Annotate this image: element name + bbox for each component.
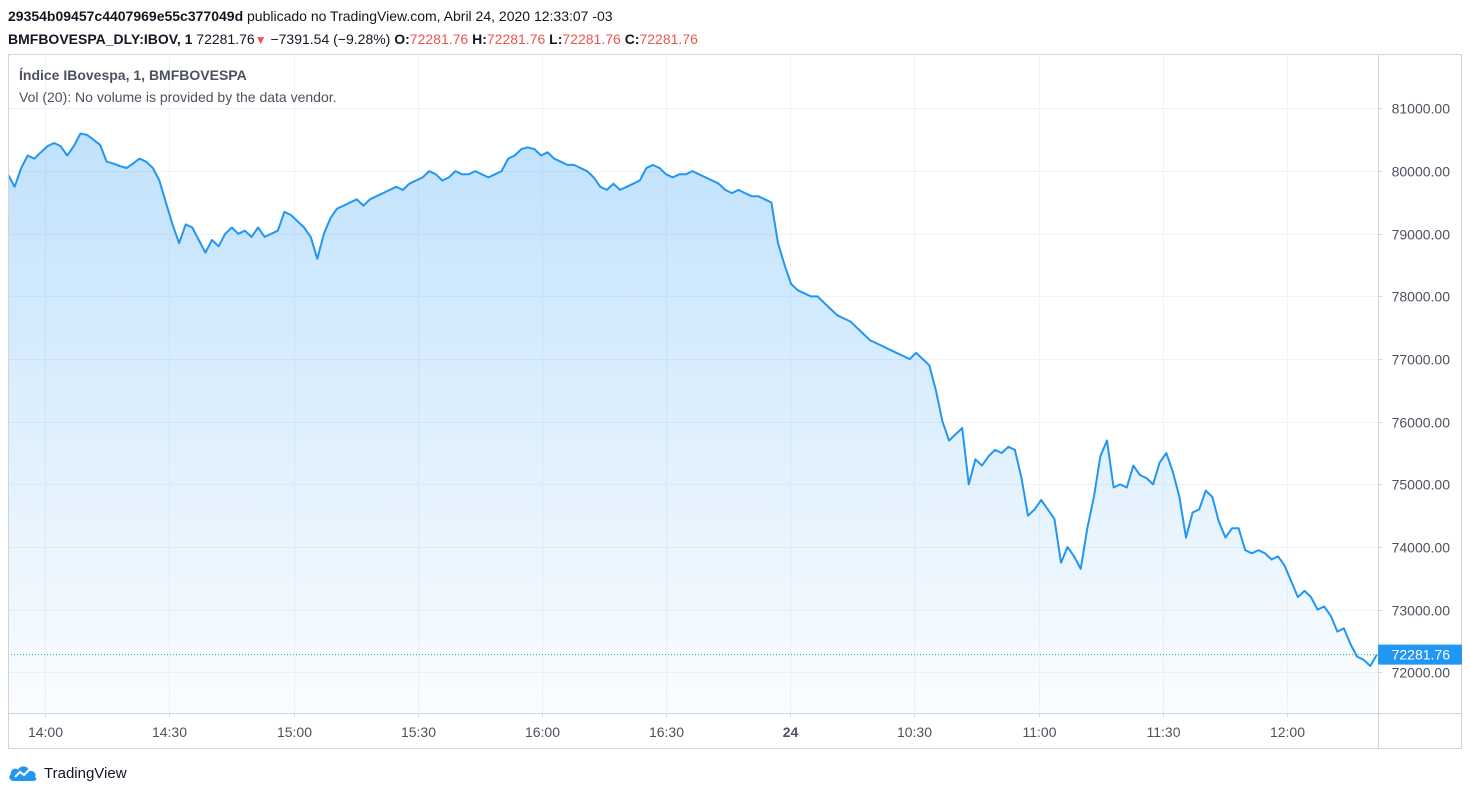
- low-label: L:: [549, 31, 563, 47]
- x-tick-label: 15:30: [401, 724, 436, 740]
- x-tick-label: 12:00: [1270, 724, 1305, 740]
- x-tick-label: 16:30: [649, 724, 684, 740]
- x-axis[interactable]: 14:00 14:30 15:00 15:30 16:00 16:30 24 10:30 11:…: [28, 713, 1305, 740]
- y-tick-label: 73000.00: [1392, 603, 1451, 619]
- axes: [8, 54, 1462, 749]
- low-value: 72281.76: [562, 31, 621, 47]
- last-price: 72281.76: [196, 31, 255, 47]
- x-tick-label: 14:30: [152, 724, 187, 740]
- chart-container[interactable]: 72000.00 73000.00 74000.00 75000.00 76000.00…: [8, 54, 1462, 749]
- y-tick-label: 81000.00: [1392, 101, 1451, 117]
- brand-name: TradingView: [44, 764, 127, 782]
- price-line: [8, 132, 1378, 667]
- high-value: 72281.76: [486, 31, 546, 47]
- symbol-line: BMFBOVESPA_DLY:IBOV, 1 72281.76▼ −7391.5…: [8, 31, 698, 47]
- y-tick-label: 79000.00: [1392, 227, 1451, 243]
- chart-legend-title: Índice IBovespa, 1, BMFBOVESPA: [19, 67, 247, 83]
- publish-id: 29354b09457c4407969e55c377049d: [8, 8, 244, 24]
- publish-text: publicado no TradingView.com, Abril 24, …: [247, 8, 613, 24]
- x-tick-label: 14:00: [28, 724, 63, 740]
- y-axis[interactable]: 72000.00 73000.00 74000.00 75000.00 76000.00…: [1378, 101, 1450, 681]
- price-area-fill: [8, 133, 1377, 714]
- price-chart[interactable]: 72000.00 73000.00 74000.00 75000.00 76000.00…: [8, 54, 1462, 749]
- y-tick-label: 74000.00: [1392, 540, 1451, 556]
- last-price-tag-label: 72281.76: [1392, 647, 1451, 663]
- y-tick-label: 76000.00: [1392, 415, 1451, 431]
- x-tick-label: 16:00: [525, 724, 560, 740]
- volume-note: Vol (20): No volume is provided by the d…: [19, 89, 337, 105]
- y-tick-label: 80000.00: [1392, 164, 1451, 180]
- x-tick-label: 15:00: [277, 724, 312, 740]
- close-value: 72281.76: [639, 31, 698, 47]
- down-arrow-icon: ▼: [254, 33, 267, 47]
- y-tick-label: 72000.00: [1392, 665, 1451, 681]
- y-tick-label: 78000.00: [1392, 289, 1451, 305]
- x-tick-label: 24: [783, 724, 799, 740]
- symbol-name: BMFBOVESPA_DLY:IBOV, 1: [8, 31, 193, 47]
- x-tick-label: 10:30: [897, 724, 932, 740]
- price-change: −7391.54 (−9.28%): [270, 31, 391, 47]
- x-tick-label: 11:00: [1023, 724, 1057, 740]
- close-label: C:: [624, 31, 640, 47]
- y-tick-label: 77000.00: [1392, 352, 1451, 368]
- open-value: 72281.76: [409, 31, 469, 47]
- x-tick-label: 11:30: [1147, 724, 1181, 740]
- y-tick-label: 75000.00: [1392, 477, 1451, 493]
- open-label: O:: [394, 31, 410, 47]
- footer-brand[interactable]: TradingView: [8, 762, 127, 784]
- high-label: H:: [472, 31, 487, 47]
- publish-line: 29354b09457c4407969e55c377049d publicado…: [8, 8, 613, 24]
- tradingview-cloud-icon: [9, 766, 37, 781]
- last-price-tag: 72281.76: [1378, 644, 1462, 665]
